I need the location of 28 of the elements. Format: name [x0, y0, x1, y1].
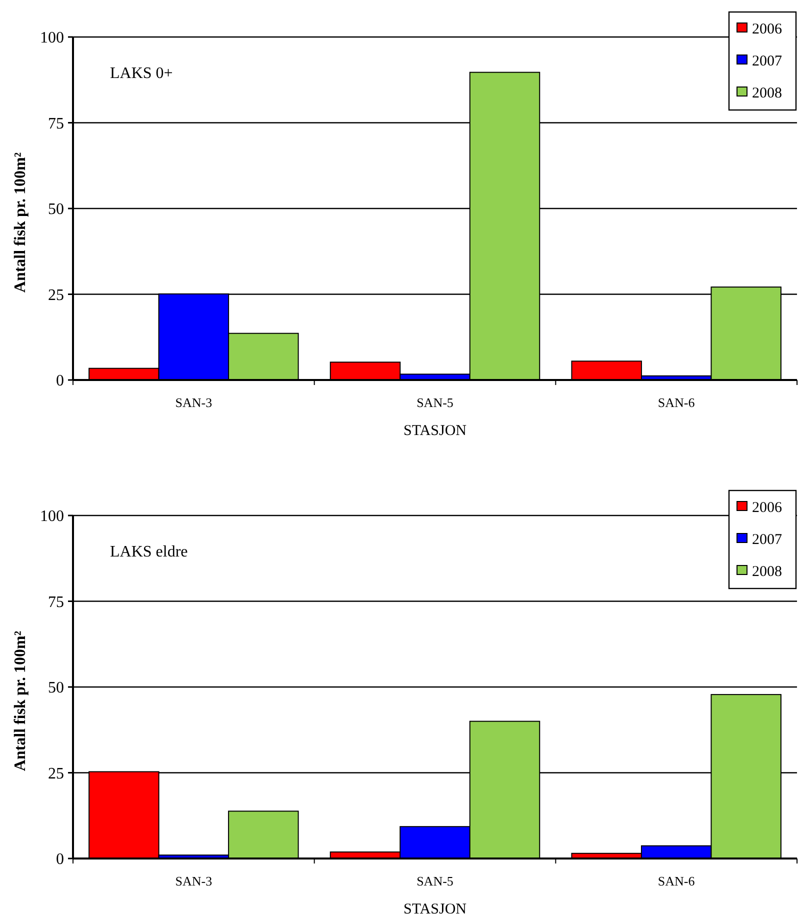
- legend-label: 2008: [752, 564, 782, 580]
- y-tick-label: 100: [40, 30, 64, 47]
- legend-label: 2007: [752, 532, 782, 548]
- legend-label: 2008: [752, 85, 782, 102]
- text: LAKS eldre: [110, 544, 188, 560]
- y-tick-label: 0: [56, 851, 64, 868]
- y-tick-label: 25: [48, 765, 64, 782]
- y-tick-label: 75: [48, 115, 64, 132]
- x-tick-label: SAN-3: [175, 874, 212, 888]
- x-tick-label: SAN-6: [658, 395, 696, 410]
- y-tick-label: 75: [48, 594, 64, 611]
- y-tick-label: 25: [48, 286, 64, 304]
- x-tick-label: SAN-6: [658, 874, 696, 888]
- y-tick-label: 100: [40, 508, 64, 526]
- x-axis-title: STASJON: [404, 902, 467, 918]
- x-tick-label: SAN-3: [175, 395, 212, 410]
- x-tick-label: SAN-5: [416, 874, 454, 888]
- x-tick-label: SAN-5: [416, 395, 454, 410]
- y-axis-title: Antall fisk pr. 100m²: [12, 152, 29, 293]
- y-tick-label: 50: [48, 201, 64, 218]
- y-axis-title: Antall fisk pr. 100m²: [12, 630, 29, 772]
- y-tick-label: 50: [48, 680, 64, 697]
- y-tick-label: 0: [56, 372, 64, 390]
- text: LAKS 0+: [110, 65, 173, 82]
- x-axis-title: STASJON: [404, 423, 467, 439]
- legend-label: 2006: [752, 500, 782, 516]
- legend-label: 2006: [752, 21, 782, 38]
- legend-label: 2007: [752, 53, 782, 70]
